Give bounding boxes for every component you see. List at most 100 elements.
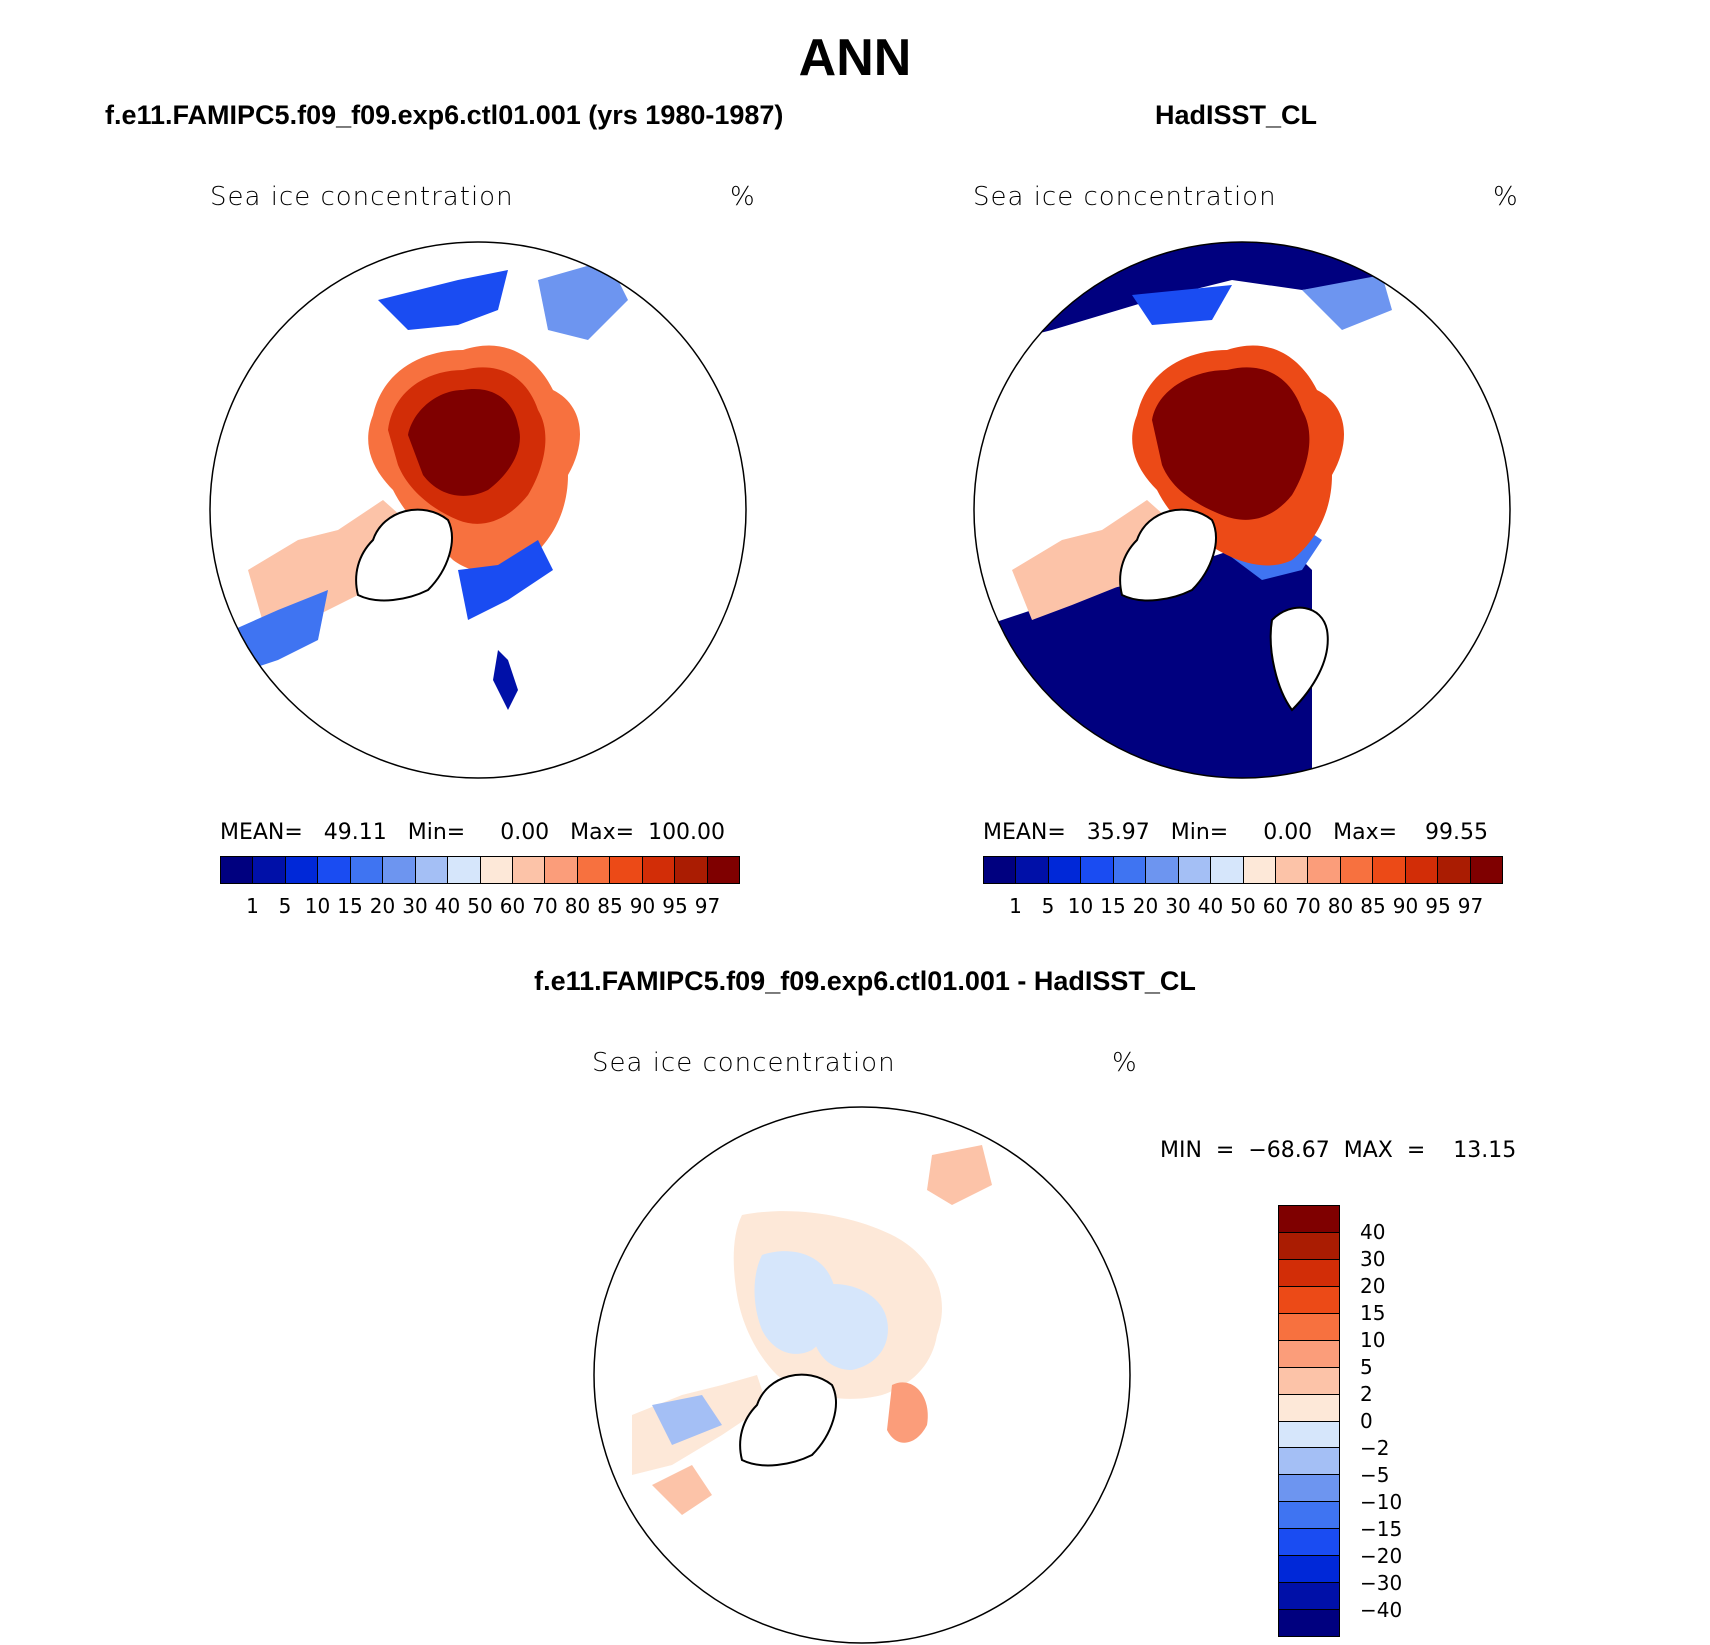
panel-2-colorbar-box-4 bbox=[1113, 857, 1147, 883]
diff-colorbar-box-4 bbox=[1279, 1313, 1339, 1341]
panel-2-colorbar-label: 20 bbox=[1132, 894, 1159, 918]
panel-1-colorbar-box-13 bbox=[642, 857, 676, 883]
diff-colorbar-box-1 bbox=[1279, 1232, 1339, 1260]
diff-panel-stats: MIN = −68.67 MAX = 13.15 bbox=[1160, 1138, 1517, 1163]
panel-1-colorbar-label: 20 bbox=[369, 894, 396, 918]
panel-2-polar-map bbox=[973, 241, 1511, 779]
panel-2-colorbar-box-9 bbox=[1275, 857, 1309, 883]
panel-2-colorbar-box-8 bbox=[1243, 857, 1276, 883]
panel-1-colorbar-box-6 bbox=[415, 857, 449, 883]
panel-2-colorbar-label: 85 bbox=[1360, 894, 1386, 918]
diff-colorbar-box-2 bbox=[1279, 1259, 1339, 1287]
panel-1-colorbar-box-4 bbox=[350, 857, 384, 883]
panel-1-colorbar-label: 97 bbox=[694, 894, 721, 918]
panel-1-polar-map bbox=[209, 241, 747, 779]
diff-colorbar-box-12 bbox=[1279, 1529, 1339, 1557]
panel-1-stats: MEAN= 49.11 Min= 0.00 Max= 100.00 bbox=[220, 820, 726, 845]
panel-1-colorbar-label: 1 bbox=[246, 894, 259, 918]
diff-colorbar-label: 30 bbox=[1360, 1247, 1386, 1271]
panel-1-colorbar-label: 80 bbox=[564, 894, 591, 918]
panel-1-colorbar-label: 90 bbox=[629, 894, 656, 918]
diff-colorbar-label: 10 bbox=[1360, 1328, 1386, 1352]
panel-1-colorbar-label: 30 bbox=[402, 894, 428, 918]
diff-colorbar-box-9 bbox=[1279, 1448, 1339, 1476]
panel-2-colorbar-label: 97 bbox=[1457, 894, 1484, 918]
diff-panel-variable-label: Sea ice concentration bbox=[592, 1048, 896, 1078]
figure-title: ANN bbox=[798, 29, 912, 87]
diff-colorbar-box-7 bbox=[1279, 1394, 1339, 1422]
panel-2-unit-label: % bbox=[1493, 182, 1519, 212]
panel-2-colorbar-label: 1 bbox=[1009, 894, 1022, 918]
panel-1-colorbar-label: 40 bbox=[434, 894, 461, 918]
panel-2-colorbar-label: 30 bbox=[1165, 894, 1191, 918]
panel-1-colorbar-box-2 bbox=[285, 857, 319, 883]
diff-colorbar-label: 5 bbox=[1360, 1355, 1373, 1379]
diff-colorbar-box-10 bbox=[1279, 1475, 1339, 1503]
diff-colorbar-label: 20 bbox=[1360, 1274, 1386, 1298]
panel-1-colorbar-label: 70 bbox=[532, 894, 558, 918]
panel-1-colorbar-box-7 bbox=[448, 857, 481, 883]
panel-2-title: HadISST_CL bbox=[1155, 100, 1318, 130]
diff-colorbar-label: 40 bbox=[1360, 1220, 1386, 1244]
panel-1-colorbar-label: 60 bbox=[499, 894, 526, 918]
panel-2-variable-label: Sea ice concentration bbox=[973, 182, 1277, 212]
panel-2-colorbar-box-2 bbox=[1048, 857, 1082, 883]
panel-2-stats: MEAN= 35.97 Min= 0.00 Max= 99.55 bbox=[983, 820, 1489, 845]
diff-colorbar-label: −30 bbox=[1360, 1571, 1403, 1595]
panel-1-unit-label: % bbox=[730, 182, 756, 212]
panel-1-colorbar-box-12 bbox=[610, 857, 643, 883]
panel-2-colorbar-label: 15 bbox=[1100, 894, 1126, 918]
panel-2-colorbar-label: 10 bbox=[1067, 894, 1094, 918]
diff-colorbar-label: −10 bbox=[1360, 1490, 1403, 1514]
panel-2-colorbar-label: 50 bbox=[1230, 894, 1256, 918]
panel-1-variable-label: Sea ice concentration bbox=[210, 182, 514, 212]
diff-colorbar-label: −20 bbox=[1360, 1544, 1403, 1568]
panel-2-colorbar-box-0 bbox=[984, 857, 1017, 883]
panel-2-colorbar-box-5 bbox=[1146, 857, 1179, 883]
panel-2-colorbar-label: 40 bbox=[1197, 894, 1224, 918]
panel-2-colorbar-label: 95 bbox=[1425, 894, 1451, 918]
panel-1-colorbar-label: 85 bbox=[597, 894, 623, 918]
panel-1-colorbar-label: 15 bbox=[337, 894, 363, 918]
diff-colorbar-box-8 bbox=[1279, 1421, 1339, 1449]
diff-panel-colorbar-labels: 40 30 20 15 10 5 2 0 −2 −5 −10 −15 −20 −30 −40 bbox=[1360, 1205, 1450, 1637]
panel-1-colorbar-box-5 bbox=[383, 857, 416, 883]
panel-2-colorbar-box-3 bbox=[1081, 857, 1114, 883]
diff-colorbar-label: −5 bbox=[1360, 1463, 1390, 1487]
diff-colorbar-box-13 bbox=[1279, 1556, 1339, 1584]
panel-1-colorbar-labels: 1 5 10 15 20 30 40 50 60 70 80 85 90 95 97 bbox=[220, 894, 740, 920]
diff-colorbar-label: −2 bbox=[1360, 1436, 1390, 1460]
diff-panel-polar-map bbox=[593, 1106, 1131, 1644]
diff-panel-unit-label: % bbox=[1112, 1048, 1138, 1078]
panel-1-colorbar-label: 50 bbox=[467, 894, 493, 918]
panel-1-colorbar-box-9 bbox=[512, 857, 546, 883]
diff-colorbar-label: 0 bbox=[1360, 1409, 1373, 1433]
diff-panel-colorbar bbox=[1278, 1205, 1340, 1637]
panel-1-colorbar-box-11 bbox=[577, 857, 611, 883]
panel-2-colorbar-box-7 bbox=[1211, 857, 1244, 883]
panel-2-colorbar-box-11 bbox=[1340, 857, 1374, 883]
panel-1-colorbar-box-10 bbox=[545, 857, 578, 883]
panel-2-colorbar-label: 90 bbox=[1392, 894, 1419, 918]
panel-2-colorbar-label: 80 bbox=[1327, 894, 1354, 918]
panel-1-colorbar-box-0 bbox=[221, 857, 254, 883]
panel-2-colorbar-box-13 bbox=[1405, 857, 1439, 883]
panel-2-colorbar-labels: 1 5 10 15 20 30 40 50 60 70 80 85 90 95 97 bbox=[983, 894, 1503, 920]
panel-1-colorbar-label: 95 bbox=[662, 894, 688, 918]
diff-colorbar-label: 15 bbox=[1360, 1301, 1386, 1325]
panel-2-colorbar-label: 5 bbox=[1041, 894, 1055, 918]
panel-2-colorbar-box-14 bbox=[1438, 857, 1471, 883]
panel-2-colorbar-box-15 bbox=[1470, 857, 1502, 883]
diff-colorbar-label: −40 bbox=[1360, 1598, 1403, 1622]
panel-2-colorbar-label: 60 bbox=[1262, 894, 1289, 918]
panel-2-colorbar bbox=[983, 856, 1503, 884]
panel-2-colorbar-label: 70 bbox=[1295, 894, 1321, 918]
diff-colorbar-box-5 bbox=[1279, 1340, 1339, 1368]
panel-1-colorbar-box-8 bbox=[480, 857, 513, 883]
panel-1-colorbar-box-1 bbox=[253, 857, 286, 883]
panel-1-colorbar-label: 5 bbox=[278, 894, 292, 918]
diff-colorbar-label: −15 bbox=[1360, 1517, 1403, 1541]
diff-colorbar-box-14 bbox=[1279, 1583, 1339, 1611]
panel-2-colorbar-box-12 bbox=[1373, 857, 1406, 883]
diff-colorbar-box-6 bbox=[1279, 1367, 1339, 1395]
